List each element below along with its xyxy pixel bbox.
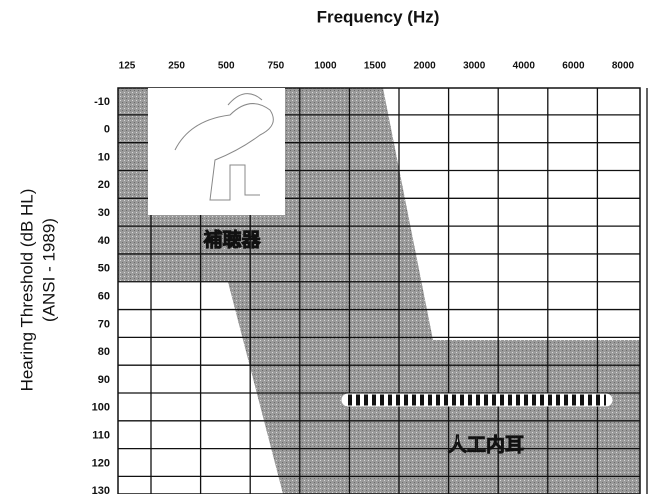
chart: Frequency (Hz) Hearing Threshold (dB HL)…: [0, 0, 670, 494]
y-tick-label: 30: [98, 207, 110, 219]
x-tick-label: 1000: [314, 61, 337, 72]
y-tick-label: -10: [94, 96, 110, 108]
y-tick-label: 90: [98, 374, 110, 386]
x-tick-label: 250: [168, 61, 185, 72]
chart-title: Frequency (Hz): [317, 7, 440, 26]
y-axis-label: (ANSI - 1989): [39, 218, 58, 322]
y-tick-label: 70: [98, 318, 110, 330]
y-tick-label: 80: [98, 346, 110, 358]
x-tick-label: 125: [119, 61, 136, 72]
y-tick-label: 0: [104, 124, 110, 136]
annotation: 人工内耳: [448, 433, 524, 456]
y-tick-label: 20: [98, 179, 110, 191]
y-axis-label: Hearing Threshold (dB HL): [17, 189, 36, 392]
y-tick-label: 10: [98, 151, 110, 163]
y-tick-label: 110: [92, 430, 110, 442]
y-tick-label: 120: [92, 457, 110, 469]
y-tick-label: 60: [98, 290, 110, 302]
x-tick-label: 4000: [513, 61, 536, 72]
x-tick-label: 3000: [463, 61, 486, 72]
x-tick-label: 500: [218, 61, 235, 72]
y-tick-label: 130: [92, 485, 110, 494]
y-tick-label: 100: [92, 402, 110, 414]
y-tick-label: 50: [98, 263, 110, 275]
x-tick-label: 6000: [562, 61, 585, 72]
y-tick-label: 40: [98, 235, 110, 247]
annotation: 補聴器: [202, 228, 261, 251]
x-tick-label: 2000: [413, 61, 436, 72]
x-tick-label: 1500: [364, 61, 387, 72]
x-tick-label: 750: [267, 61, 284, 72]
x-tick-label: 8000: [612, 61, 635, 72]
